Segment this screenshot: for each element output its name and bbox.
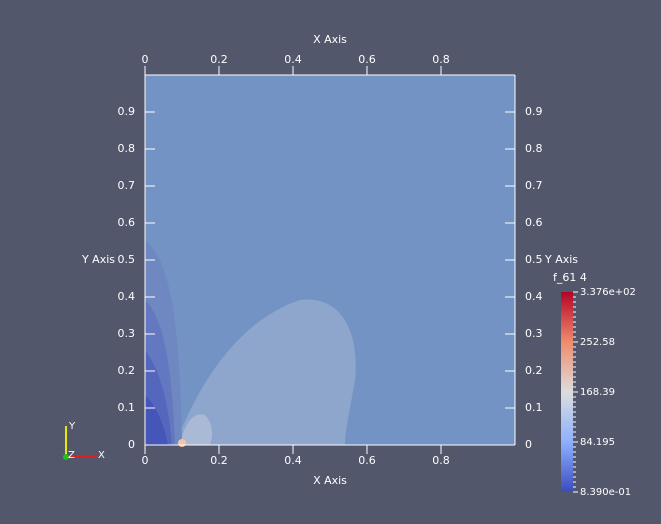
y-tick-label: 0 — [525, 438, 532, 451]
y-tick-label: 0.8 — [525, 142, 543, 155]
y-tick-label: 0.3 — [118, 327, 136, 340]
x-tick-label: 0.4 — [284, 53, 302, 66]
y-tick-label: 0.6 — [118, 216, 136, 229]
color-legend-label: 168.39 — [580, 387, 615, 398]
y-axis-title-right: Y Axis — [544, 253, 578, 266]
y-tick-label: 0.1 — [525, 401, 543, 414]
y-tick-label: 0.4 — [525, 290, 543, 303]
y-tick-label: 0.2 — [525, 364, 543, 377]
y-tick-label: 0.9 — [118, 105, 136, 118]
y-tick-label: 0.8 — [118, 142, 136, 155]
x-tick-label: 0 — [142, 454, 149, 467]
x-tick-label: 0.2 — [210, 454, 228, 467]
y-tick-label: 0.5 — [525, 253, 543, 266]
orientation-label: Z — [68, 450, 75, 461]
y-tick-label: 0.1 — [118, 401, 136, 414]
x-tick-label: 0.6 — [358, 53, 376, 66]
y-tick-label: 0.7 — [118, 179, 136, 192]
x-tick-label: 0.8 — [432, 53, 450, 66]
y-tick-label: 0.9 — [525, 105, 543, 118]
orientation-label: Y — [68, 421, 76, 432]
color-legend-bar — [561, 292, 573, 492]
x-tick-label: 0.4 — [284, 454, 302, 467]
color-legend-label: 252.58 — [580, 337, 615, 348]
y-tick-label: 0.3 — [525, 327, 543, 340]
color-legend-label: 3.376e+02 — [580, 287, 636, 298]
x-tick-label: 0.8 — [432, 454, 450, 467]
y-axis-title-left: Y Axis — [81, 253, 115, 266]
color-legend-label: 84.195 — [580, 437, 615, 448]
x-axis-title-top: X Axis — [313, 33, 347, 46]
y-tick-label: 0.7 — [525, 179, 543, 192]
contour-plot — [145, 75, 515, 447]
x-tick-label: 0.6 — [358, 454, 376, 467]
y-tick-label: 0.2 — [118, 364, 136, 377]
color-legend-label: 8.390e-01 — [580, 487, 631, 498]
orientation-label: X — [98, 450, 105, 461]
y-tick-label: 0.6 — [525, 216, 543, 229]
y-tick-label: 0.4 — [118, 290, 136, 303]
x-tick-label: 0 — [142, 53, 149, 66]
color-legend-title: f_61 4 — [553, 271, 587, 284]
y-tick-label: 0.5 — [118, 253, 136, 266]
x-axis-title-bottom: X Axis — [313, 474, 347, 487]
orientation-axes: Y X Z — [63, 421, 105, 461]
y-tick-label: 0 — [128, 438, 135, 451]
x-tick-label: 0.2 — [210, 53, 228, 66]
